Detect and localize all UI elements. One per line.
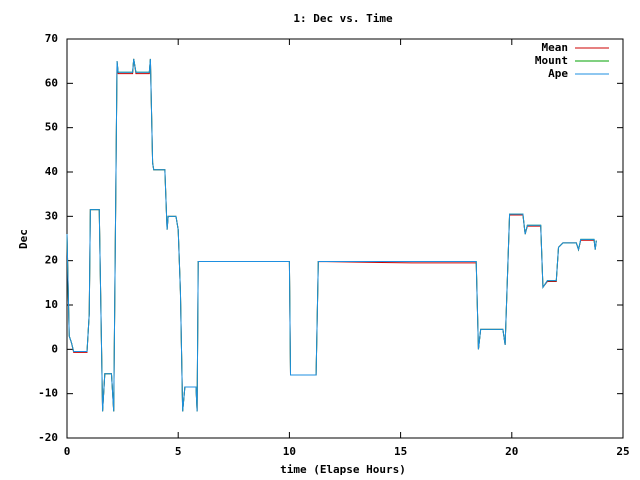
chart-title: 1: Dec vs. Time: [293, 12, 393, 25]
legend-label: Mean: [542, 41, 569, 54]
y-tick-label: 0: [51, 342, 58, 355]
y-tick-label: -20: [38, 431, 58, 444]
x-tick-label: 10: [283, 445, 296, 458]
x-tick-label: 0: [64, 445, 71, 458]
x-tick-label: 20: [505, 445, 518, 458]
y-tick-label: 20: [45, 254, 58, 267]
y-tick-label: 30: [45, 209, 58, 222]
y-tick-label: 40: [45, 165, 58, 178]
legend-label: Ape: [548, 67, 568, 80]
y-tick-label: 70: [45, 32, 58, 45]
y-tick-label: 60: [45, 76, 58, 89]
y-tick-label: 10: [45, 298, 58, 311]
x-tick-label: 25: [616, 445, 629, 458]
x-axis-label: time (Elapse Hours): [280, 463, 406, 476]
y-tick-label: 50: [45, 121, 58, 134]
x-tick-label: 5: [175, 445, 182, 458]
x-tick-label: 15: [394, 445, 407, 458]
legend-label: Mount: [535, 54, 568, 67]
series-line: [66, 58, 597, 412]
y-tick-label: -10: [38, 387, 58, 400]
y-axis-label: Dec: [17, 229, 30, 249]
